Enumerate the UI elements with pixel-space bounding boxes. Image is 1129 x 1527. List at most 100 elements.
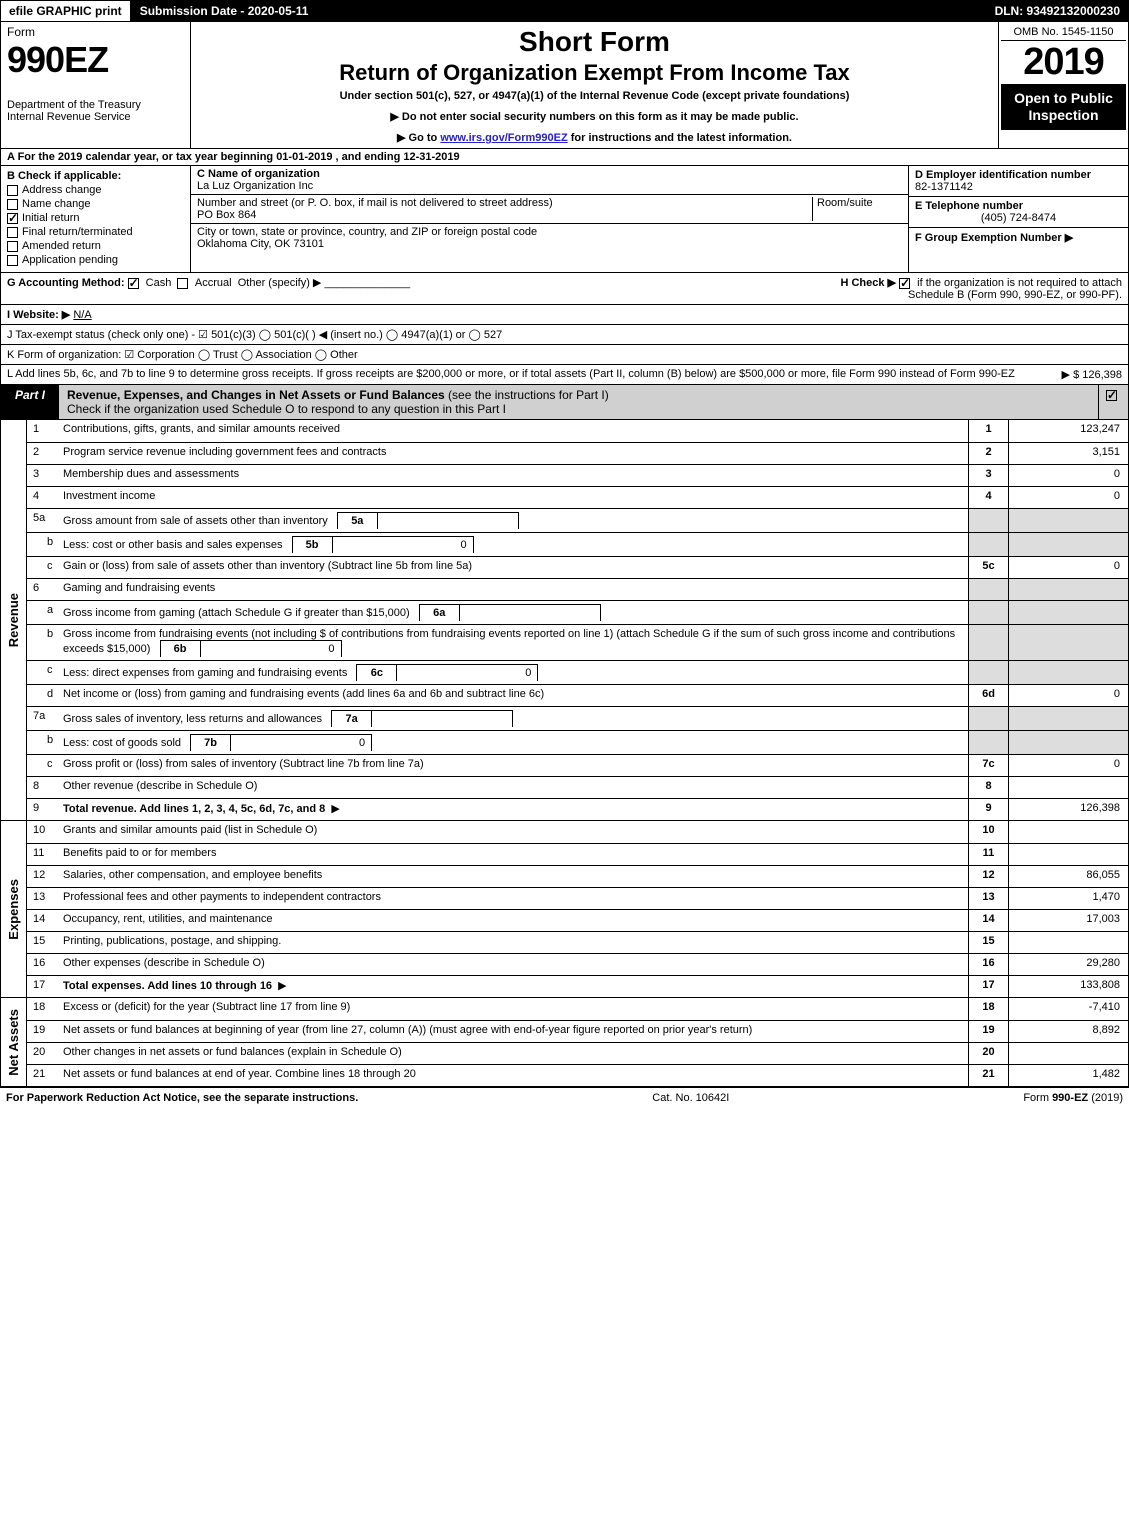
v-7b bbox=[1008, 731, 1128, 754]
chk-cash[interactable] bbox=[128, 278, 139, 289]
form-number: 990EZ bbox=[7, 39, 184, 81]
row-10: 10 Grants and similar amounts paid (list… bbox=[27, 821, 1128, 843]
chk-schedule-o[interactable] bbox=[1106, 390, 1117, 401]
org-name: La Luz Organization Inc bbox=[197, 180, 313, 192]
chk-h[interactable] bbox=[899, 278, 910, 289]
chk-initial[interactable] bbox=[7, 213, 18, 224]
n-2: 2 bbox=[27, 443, 63, 464]
n-3: 3 bbox=[27, 465, 63, 486]
d-6c: Less: direct expenses from gaming and fu… bbox=[63, 661, 968, 684]
d-7a: Gross sales of inventory, less returns a… bbox=[63, 707, 968, 730]
ref-16: 16 bbox=[968, 954, 1008, 975]
row-7b: b Less: cost of goods sold 7b0 bbox=[27, 730, 1128, 754]
lbl-pending: Application pending bbox=[22, 254, 118, 266]
chk-accrual[interactable] bbox=[177, 278, 188, 289]
part1-paren: (see the instructions for Part I) bbox=[448, 388, 609, 402]
lbl-other: Other (specify) ▶ bbox=[238, 277, 322, 289]
row-7c: c Gross profit or (loss) from sales of i… bbox=[27, 754, 1128, 776]
lbl-final: Final return/terminated bbox=[22, 226, 133, 238]
d-14: Occupancy, rent, utilities, and maintena… bbox=[63, 910, 968, 931]
line-a: A For the 2019 calendar year, or tax yea… bbox=[0, 149, 1129, 166]
line-g-h: G Accounting Method: Cash Accrual Other … bbox=[0, 273, 1129, 305]
d-1: Contributions, gifts, grants, and simila… bbox=[63, 420, 968, 442]
n-6: 6 bbox=[27, 579, 63, 600]
h-pre: H Check ▶ bbox=[840, 277, 896, 289]
d-19: Net assets or fund balances at beginning… bbox=[63, 1021, 968, 1042]
part1-check-line: Check if the organization used Schedule … bbox=[67, 402, 506, 416]
chk-final[interactable] bbox=[7, 227, 18, 238]
efile-print[interactable]: efile GRAPHIC print bbox=[1, 1, 130, 21]
part1-label: Part I bbox=[1, 385, 59, 419]
n-19: 19 bbox=[27, 1021, 63, 1042]
ref-1: 1 bbox=[968, 420, 1008, 442]
n-4: 4 bbox=[27, 487, 63, 508]
subtitle: Under section 501(c), 527, or 4947(a)(1)… bbox=[201, 90, 988, 102]
n-6d: d bbox=[27, 685, 63, 706]
main-grid: Revenue 1 Contributions, gifts, grants, … bbox=[0, 420, 1129, 1087]
n-14: 14 bbox=[27, 910, 63, 931]
info-block: B Check if applicable: Address change Na… bbox=[0, 166, 1129, 273]
n-18: 18 bbox=[27, 998, 63, 1020]
ref-4: 4 bbox=[968, 487, 1008, 508]
chk-address[interactable] bbox=[7, 185, 18, 196]
v-5b bbox=[1008, 533, 1128, 556]
revenue-label: Revenue bbox=[4, 587, 23, 653]
line-h: H Check ▶ if the organization is not req… bbox=[822, 276, 1122, 301]
net-assets-section: Net Assets 18 Excess or (deficit) for th… bbox=[1, 998, 1128, 1087]
d-11: Benefits paid to or for members bbox=[63, 844, 968, 865]
h-post: if the organization is not required to a… bbox=[908, 277, 1122, 301]
n-20: 20 bbox=[27, 1043, 63, 1064]
footer-right: Form 990-EZ (2019) bbox=[1023, 1092, 1123, 1104]
row-19: 19 Net assets or fund balances at beginn… bbox=[27, 1020, 1128, 1042]
v-12: 86,055 bbox=[1008, 866, 1128, 887]
row-3: 3 Membership dues and assessments 3 0 bbox=[27, 464, 1128, 486]
d-5b: Less: cost or other basis and sales expe… bbox=[63, 533, 968, 556]
internal-revenue: Internal Revenue Service bbox=[7, 111, 184, 123]
v-14: 17,003 bbox=[1008, 910, 1128, 931]
iv-6b: 0 bbox=[201, 641, 341, 657]
row-15: 15 Printing, publications, postage, and … bbox=[27, 931, 1128, 953]
ref-6 bbox=[968, 579, 1008, 600]
irs-link[interactable]: www.irs.gov/Form990EZ bbox=[440, 132, 567, 144]
group-label: F Group Exemption Number ▶ bbox=[915, 232, 1073, 244]
d-2: Program service revenue including govern… bbox=[63, 443, 968, 464]
row-6b: b Gross income from fundraising events (… bbox=[27, 624, 1128, 660]
topbar: efile GRAPHIC print Submission Date - 20… bbox=[0, 0, 1129, 22]
goto-line: ▶ Go to www.irs.gov/Form990EZ for instru… bbox=[201, 131, 988, 144]
ref-7b bbox=[968, 731, 1008, 754]
chk-name[interactable] bbox=[7, 199, 18, 210]
row-12: 12 Salaries, other compensation, and emp… bbox=[27, 865, 1128, 887]
submission-date: Submission Date - 2020-05-11 bbox=[130, 1, 319, 21]
tel-value: (405) 724-8474 bbox=[915, 212, 1122, 224]
header-left: Form 990EZ Department of the Treasury In… bbox=[1, 22, 191, 148]
i-value: N/A bbox=[73, 309, 91, 321]
v-5a bbox=[1008, 509, 1128, 532]
city-value: Oklahoma City, OK 73101 bbox=[197, 238, 324, 250]
goto-post: for instructions and the latest informat… bbox=[568, 132, 792, 144]
v-7c: 0 bbox=[1008, 755, 1128, 776]
ib-6c: 6c bbox=[357, 665, 397, 681]
d-9: Total revenue. Add lines 1, 2, 3, 4, 5c,… bbox=[63, 799, 968, 820]
d-7a-text: Gross sales of inventory, less returns a… bbox=[63, 713, 322, 725]
net-label: Net Assets bbox=[4, 1003, 23, 1082]
column-def: D Employer identification number 82-1371… bbox=[908, 166, 1128, 272]
iv-5b: 0 bbox=[333, 537, 473, 553]
n-5a: 5a bbox=[27, 509, 63, 532]
chk-pending[interactable] bbox=[7, 255, 18, 266]
ref-18: 18 bbox=[968, 998, 1008, 1020]
goto-pre: ▶ Go to bbox=[397, 132, 440, 144]
d-15: Printing, publications, postage, and shi… bbox=[63, 932, 968, 953]
row-5a: 5a Gross amount from sale of assets othe… bbox=[27, 508, 1128, 532]
v-6c bbox=[1008, 661, 1128, 684]
revenue-section: Revenue 1 Contributions, gifts, grants, … bbox=[1, 420, 1128, 821]
row-6: 6 Gaming and fundraising events bbox=[27, 578, 1128, 600]
row-14: 14 Occupancy, rent, utilities, and maint… bbox=[27, 909, 1128, 931]
n-6c: c bbox=[27, 661, 63, 684]
part1-header: Part I Revenue, Expenses, and Changes in… bbox=[0, 385, 1129, 420]
open-public: Open to Public Inspection bbox=[1001, 84, 1126, 130]
v-16: 29,280 bbox=[1008, 954, 1128, 975]
header-mid: Short Form Return of Organization Exempt… bbox=[191, 22, 998, 148]
line-g: G Accounting Method: Cash Accrual Other … bbox=[7, 276, 410, 289]
chk-amended[interactable] bbox=[7, 241, 18, 252]
n-7a: 7a bbox=[27, 707, 63, 730]
